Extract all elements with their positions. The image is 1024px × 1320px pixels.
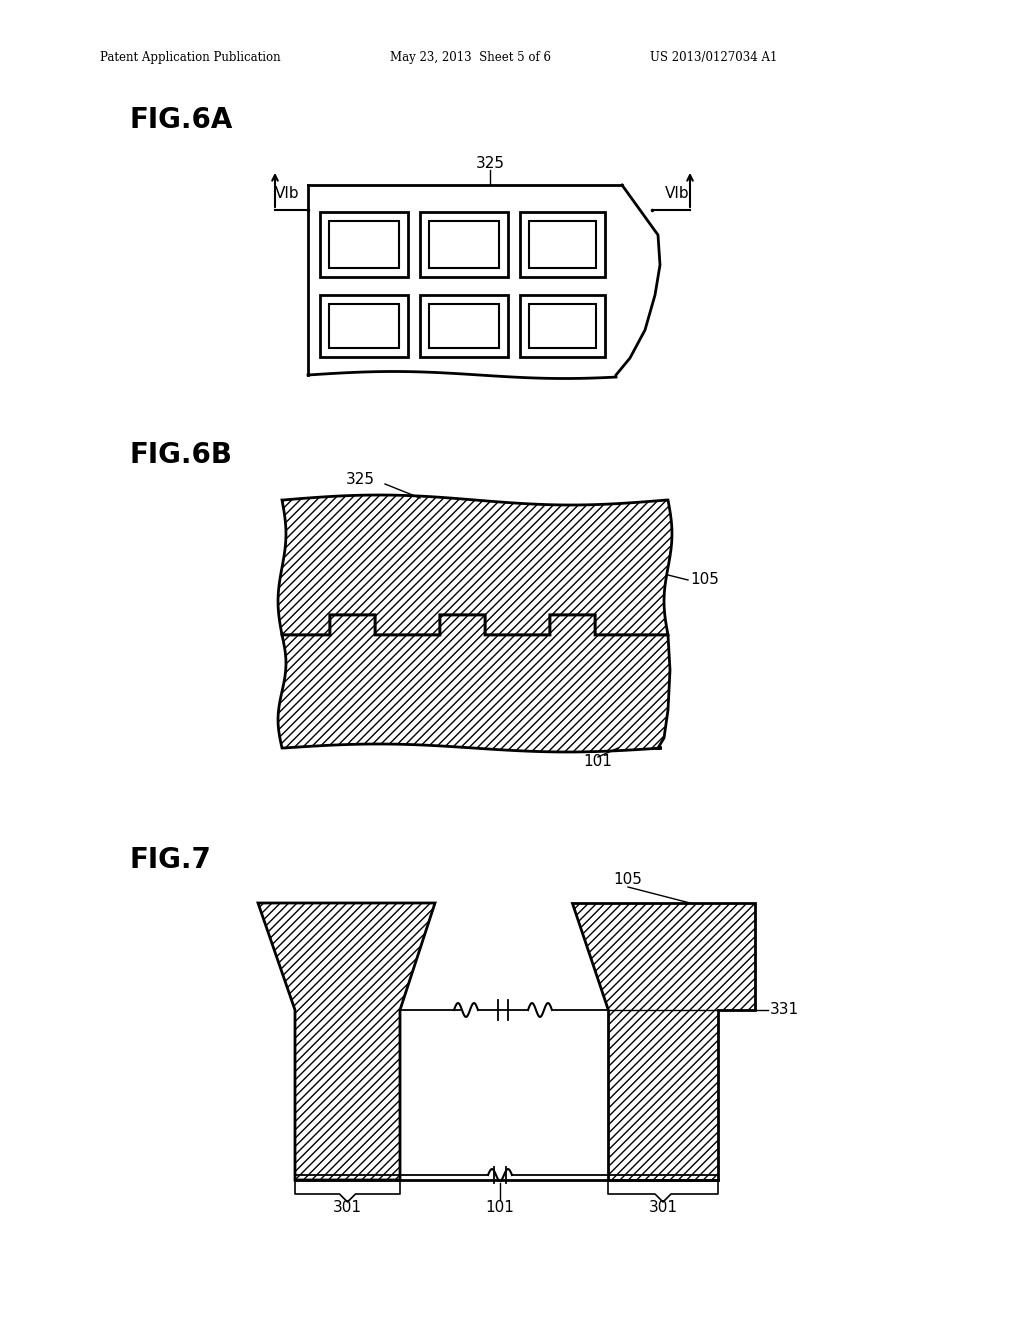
Text: US 2013/0127034 A1: US 2013/0127034 A1	[650, 51, 777, 65]
Text: 301: 301	[648, 1200, 678, 1214]
Bar	[520, 294, 605, 356]
Text: 101: 101	[485, 1200, 514, 1214]
Text: May 23, 2013  Sheet 5 of 6: May 23, 2013 Sheet 5 of 6	[390, 51, 551, 65]
Bar	[429, 220, 499, 268]
Text: Patent Application Publication: Patent Application Publication	[100, 51, 281, 65]
Text: VIb: VIb	[275, 186, 300, 201]
Bar	[529, 304, 596, 348]
Bar	[520, 213, 605, 277]
Text: FIG.6B: FIG.6B	[130, 441, 233, 469]
Bar	[529, 220, 596, 268]
Polygon shape	[278, 615, 670, 752]
Bar	[329, 304, 399, 348]
Text: 105: 105	[690, 573, 719, 587]
Polygon shape	[258, 903, 435, 1180]
Text: 325: 325	[475, 156, 505, 170]
Bar	[420, 294, 508, 356]
Bar	[319, 294, 408, 356]
Text: 301: 301	[333, 1200, 361, 1214]
Polygon shape	[278, 495, 672, 635]
Text: 331: 331	[770, 1002, 799, 1018]
Bar	[329, 220, 399, 268]
Text: 101: 101	[584, 755, 612, 770]
Bar	[319, 213, 408, 277]
Text: VIb: VIb	[665, 186, 689, 201]
Polygon shape	[572, 903, 755, 1180]
Text: 105: 105	[613, 873, 642, 887]
Bar	[420, 213, 508, 277]
Bar	[429, 304, 499, 348]
Text: 325: 325	[345, 473, 375, 487]
Text: FIG.6A: FIG.6A	[130, 106, 233, 135]
Text: FIG.7: FIG.7	[130, 846, 212, 874]
